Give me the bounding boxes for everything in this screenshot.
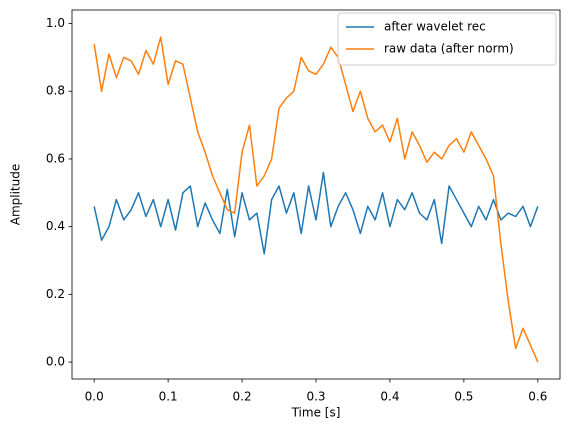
x-tick-label: 0.2 bbox=[233, 390, 252, 404]
y-tick-label: 0.0 bbox=[46, 355, 65, 369]
legend-box bbox=[337, 12, 557, 66]
data-line bbox=[93, 36, 539, 363]
legend-label: raw data (after norm) bbox=[384, 42, 514, 56]
x-tick-label: 0.5 bbox=[454, 390, 473, 404]
y-tick-label: 0.6 bbox=[46, 151, 65, 165]
x-tick-label: 0.3 bbox=[306, 390, 325, 404]
x-tick-label: 0.4 bbox=[380, 390, 399, 404]
data-line bbox=[93, 171, 539, 255]
x-tick-label: 0.1 bbox=[159, 390, 178, 404]
y-tick-label: 0.8 bbox=[46, 84, 65, 98]
x-tick-label: 0.0 bbox=[85, 390, 104, 404]
y-tick-label: 0.4 bbox=[46, 219, 65, 233]
y-axis-label: Amplitude bbox=[9, 164, 23, 226]
x-tick-label: 0.6 bbox=[528, 390, 547, 404]
legend-label: after wavelet rec bbox=[384, 20, 486, 34]
y-tick-label: 0.2 bbox=[46, 287, 65, 301]
x-axis-label: Time [s] bbox=[291, 406, 341, 420]
y-tick-label: 1.0 bbox=[46, 16, 65, 30]
